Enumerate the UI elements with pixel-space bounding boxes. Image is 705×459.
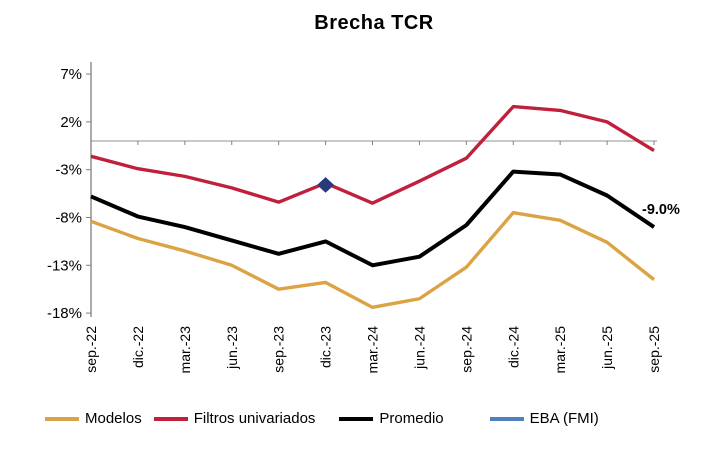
legend-item-promedio: Promedio <box>339 410 444 427</box>
legend-item-eba-fmi: EBA (FMI) <box>489 410 599 427</box>
legend-swatch-modelos <box>45 416 79 421</box>
legend-label-modelos: Modelos <box>85 410 142 427</box>
series-line-1 <box>90 104 655 205</box>
x-tick-label: mar.-25 <box>552 326 568 374</box>
legend-label-filtros-univariados: Filtros univariados <box>193 410 316 427</box>
legend-swatch-filtros-univariados <box>153 416 188 421</box>
plot-area: 7% 2% -3% -8% -13% -18%sep.-22 dic.-22 mar.-23 j… <box>47 62 662 374</box>
legend: Modelos Filtros univariados Promedio EBA… <box>0 410 705 427</box>
y-tick-label: -13% <box>47 257 82 274</box>
legend-label-promedio: Promedio <box>379 410 444 427</box>
legend-swatch-eba-fmi <box>489 416 524 421</box>
legend-swatch-promedio <box>339 416 374 421</box>
x-tick-label: sep.-23 <box>271 326 287 373</box>
chart-title: Brecha TCR <box>314 12 434 34</box>
series-line-0 <box>90 210 656 310</box>
y-tick-label: -3% <box>55 162 82 179</box>
y-tick-label: -8% <box>55 209 82 226</box>
legend-item-filtros-univariados: Filtros univariados <box>153 410 316 427</box>
legend-item-modelos: Modelos <box>45 410 142 427</box>
y-tick-label: 7% <box>60 66 82 83</box>
eba-diamond-marker <box>317 177 335 193</box>
x-tick-label: dic.-24 <box>505 326 521 368</box>
x-tick-label: sep.-22 <box>83 326 99 373</box>
x-tick-label: sep.-24 <box>458 326 474 373</box>
x-tick-label: jun.-25 <box>599 326 615 370</box>
x-tick-label: jun.-24 <box>411 326 427 370</box>
y-tick-label: -18% <box>47 305 82 322</box>
x-tick-label: dic.-22 <box>130 326 146 368</box>
x-tick-label: dic.-23 <box>318 326 334 368</box>
series-line-2 <box>90 169 656 268</box>
legend-label-eba-fmi: EBA (FMI) <box>529 410 599 427</box>
value-annotation: -9.0% <box>642 202 680 218</box>
x-tick-label: mar.-24 <box>365 326 381 374</box>
x-tick-label: mar.-23 <box>177 326 193 374</box>
x-tick-label: sep.-25 <box>646 326 662 373</box>
y-tick-label: 2% <box>60 114 82 131</box>
x-tick-label: jun.-23 <box>224 326 240 370</box>
